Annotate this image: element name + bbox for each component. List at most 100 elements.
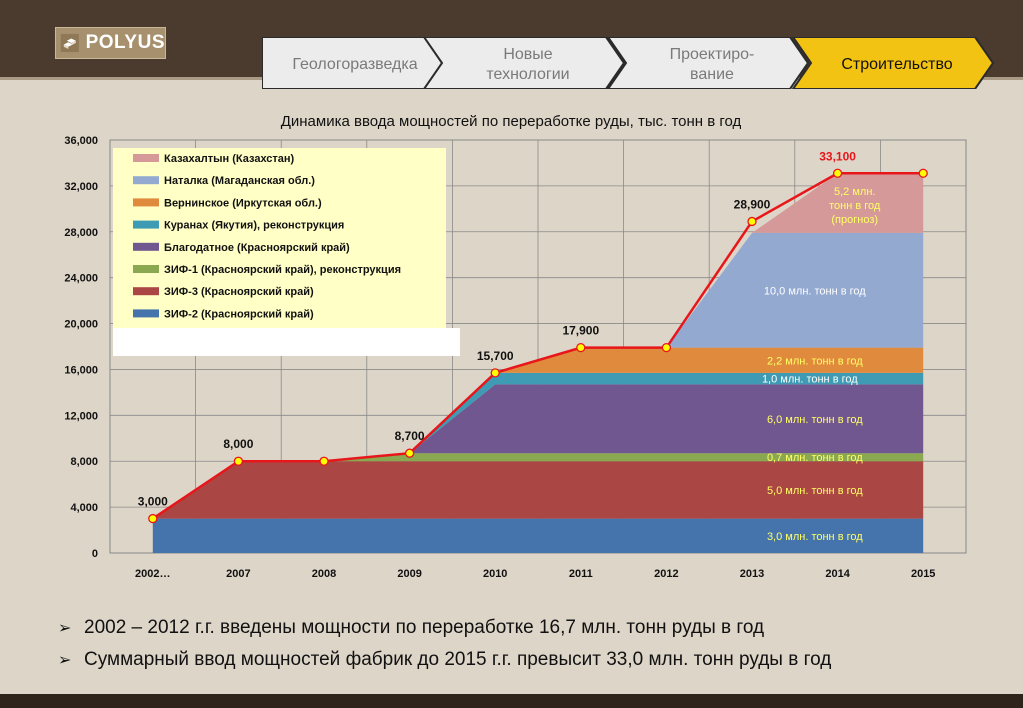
legend-swatch <box>133 154 159 162</box>
y-tick-label: 36,000 <box>64 135 98 147</box>
total-data-label: 33,100 <box>819 149 856 163</box>
polyus-logo: POLYUS <box>55 27 166 59</box>
step-arrow-shape <box>791 37 995 89</box>
x-tick-label: 2014 <box>825 568 850 580</box>
legend-entry: Благодатное (Красноярский край) <box>164 242 350 254</box>
step-3: Проектиро-вание <box>606 37 810 89</box>
x-tick-label: 2002… <box>135 568 170 580</box>
logo-text: POLYUS <box>85 32 165 53</box>
total-point <box>747 216 757 227</box>
legend-entry: ЗИФ-1 (Красноярский край), реконструкция <box>164 264 401 276</box>
y-tick-label: 24,000 <box>64 273 98 285</box>
legend-entry: Вернинское (Иркутская обл.) <box>164 197 322 209</box>
total-data-label: 15,700 <box>477 349 514 363</box>
y-tick-label: 12,000 <box>64 410 98 422</box>
total-data-label: 28,900 <box>734 197 771 211</box>
series-label: 1,0 млн. тонн в год <box>762 374 858 386</box>
x-tick-label: 2011 <box>569 568 593 580</box>
series-label: 5,0 млн. тонн в год <box>767 485 863 497</box>
legend-entry: Казахалтын (Казахстан) <box>164 153 295 165</box>
series-label: 2,2 млн. тонн в год <box>767 355 863 367</box>
total-point <box>661 342 672 353</box>
series-label: 6,0 млн. тонн в год <box>767 414 863 426</box>
y-tick-label: 16,000 <box>64 364 98 376</box>
step-label: Строительство <box>841 56 952 73</box>
series-label: (прогноз) <box>831 214 878 226</box>
legend-box <box>113 148 446 328</box>
area-series <box>152 518 924 553</box>
total-point <box>576 342 586 353</box>
series-label: 3,0 млн. тонн в год <box>767 531 863 543</box>
bullet-text: 2002 – 2012 г.г. введены мощности по пер… <box>84 617 765 638</box>
y-tick-label: 0 <box>92 548 98 560</box>
step-arrow-shape <box>606 37 810 89</box>
x-tick-label: 2009 <box>397 568 421 580</box>
legend-swatch <box>133 287 159 296</box>
legend-entry: ЗИФ-3 (Красноярский край) <box>164 286 314 298</box>
series-label: 10,0 млн. тонн в год <box>764 285 866 297</box>
bullet-text: Суммарный ввод мощностей фабрик до 2015 … <box>84 649 832 670</box>
area-series <box>152 347 924 519</box>
legend-swatch <box>133 198 159 207</box>
step-label: Геологоразведка <box>292 56 417 73</box>
x-tick-label: 2007 <box>226 568 250 580</box>
logo-ingot-icon <box>60 33 79 53</box>
bullet-item: ➢ 2002 – 2012 г.г. введены мощности по п… <box>58 612 831 644</box>
legend-swatch <box>133 176 159 185</box>
chart-title: Динамика ввода мощностей по переработке … <box>281 113 742 130</box>
y-tick-label: 4,000 <box>70 502 98 514</box>
series-label: 5,2 млн. <box>834 186 875 198</box>
y-tick-label: 32,000 <box>64 181 98 193</box>
area-series <box>152 453 924 519</box>
summary-bullets: ➢ 2002 – 2012 г.г. введены мощности по п… <box>58 612 831 676</box>
area-series <box>152 173 924 519</box>
series-label: тонн в год <box>829 200 881 212</box>
legend-entry: Наталка (Магаданская обл.) <box>164 175 315 187</box>
footer-bar <box>0 694 1023 708</box>
step-arrow-shape <box>422 37 626 89</box>
y-tick-label: 28,000 <box>64 227 98 239</box>
total-data-label: 17,900 <box>562 324 599 338</box>
legend-blank-area <box>113 328 460 356</box>
step-label: Новые <box>503 46 552 63</box>
legend-entry: ЗИФ-2 (Красноярский край) <box>164 308 314 320</box>
legend-swatch <box>133 220 159 229</box>
total-data-label: 8,700 <box>395 429 425 443</box>
step-label: технологии <box>486 66 569 83</box>
total-point <box>918 168 928 178</box>
total-data-label: 3,000 <box>138 495 168 509</box>
series-label: 0,7 млн. тонн в год <box>767 452 863 464</box>
capacity-chart: Динамика ввода мощностей по переработке … <box>64 113 967 580</box>
legend-entry: Куранах (Якутия), реконструкция <box>164 220 344 232</box>
step-label: вание <box>690 66 734 83</box>
y-tick-label: 8,000 <box>70 456 98 468</box>
arrow-bullet-icon: ➢ <box>58 620 72 637</box>
total-line <box>152 172 924 520</box>
step-2: Новые технологии <box>422 37 626 89</box>
total-point <box>832 168 843 178</box>
total-point <box>233 456 244 466</box>
area-series <box>152 384 924 519</box>
total-data-label: 8,000 <box>223 437 253 451</box>
x-tick-label: 2010 <box>483 568 507 580</box>
area-series <box>152 461 924 519</box>
legend-swatch <box>133 309 159 318</box>
legend: Казахалтын (Казахстан) Наталка (Магаданск… <box>113 148 460 356</box>
y-tick-label: 20,000 <box>64 319 98 331</box>
step-label: Проектиро- <box>670 46 755 63</box>
process-steps: Геологоразведка Новые технологии Проектиро-… <box>262 37 995 89</box>
x-tick-label: 2012 <box>654 568 678 580</box>
total-point <box>490 368 500 378</box>
legend-swatch <box>133 242 159 251</box>
area-series <box>152 232 924 519</box>
x-tick-label: 2015 <box>911 568 935 580</box>
legend-swatch <box>133 265 159 273</box>
total-point <box>148 513 158 524</box>
x-tick-label: 2008 <box>312 568 336 580</box>
total-point <box>404 448 415 458</box>
bullet-item: ➢ Суммарный ввод мощностей фабрик до 201… <box>58 644 831 676</box>
arrow-bullet-icon: ➢ <box>58 652 72 669</box>
step-4: Строительство <box>791 37 995 89</box>
total-point <box>319 456 329 466</box>
x-tick-label: 2013 <box>740 568 764 580</box>
